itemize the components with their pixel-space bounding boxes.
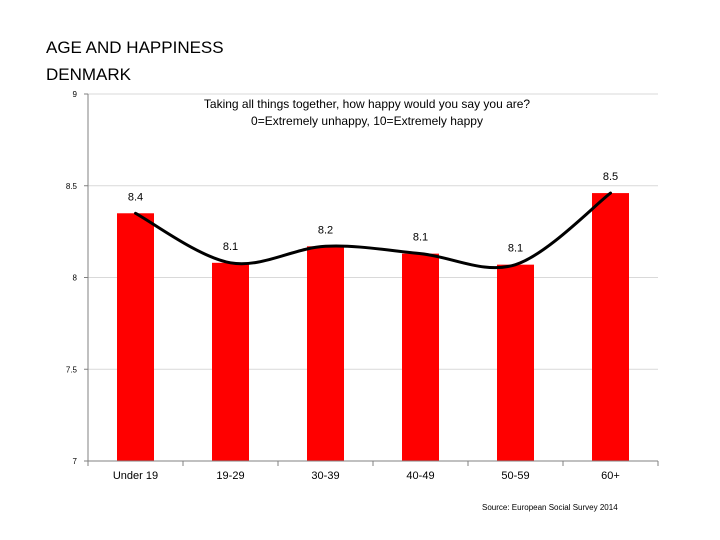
label-layer: 8.4 8.1 8.2 8.1 8.1 8.5	[128, 171, 618, 255]
bar	[307, 246, 344, 461]
chart-subtitle: 0=Extremely unhappy, 10=Extremely happy	[251, 114, 483, 128]
page-title: AGE AND HAPPINESS DENMARK	[46, 34, 224, 88]
grid-layer	[88, 93, 658, 370]
bar	[212, 262, 249, 461]
bar	[117, 213, 154, 461]
x-tick-label: 50-59	[501, 470, 529, 482]
bar	[592, 193, 629, 461]
x-tick-label: Under 19	[113, 470, 158, 482]
y-tick-label: 8	[73, 274, 78, 283]
y-tick-label: 7.5	[66, 365, 78, 374]
data-label: 8.2	[318, 224, 333, 236]
y-tick-label: 7	[73, 457, 78, 466]
source-note: Source: European Social Survey 2014	[482, 503, 618, 512]
bars-layer	[117, 193, 629, 461]
x-tick-label: 30-39	[311, 470, 339, 482]
page-title-line1: AGE AND HAPPINESS	[46, 38, 224, 57]
page-title-line2: DENMARK	[46, 65, 132, 84]
data-label: 8.5	[603, 171, 618, 183]
x-tick-label: 40-49	[406, 470, 434, 482]
x-tick-label: 60+	[601, 470, 620, 482]
bar	[402, 253, 439, 461]
y-tick-label: 8.5	[66, 182, 78, 191]
data-label: 8.1	[508, 243, 523, 255]
x-tick-label: 19-29	[216, 470, 244, 482]
data-label: 8.1	[413, 232, 428, 244]
data-label: 8.4	[128, 191, 143, 203]
data-label: 8.1	[223, 241, 238, 253]
bar	[497, 264, 534, 461]
trend-line	[134, 191, 612, 270]
chart-title: Taking all things together, how happy wo…	[204, 97, 531, 111]
trend-line-layer	[134, 191, 612, 270]
y-tick-label: 9	[73, 90, 78, 99]
axis-layer: 7 7.5 8 8.5 9 Under 19 19-29 30-39 40-49 50-59 60+	[66, 90, 659, 482]
